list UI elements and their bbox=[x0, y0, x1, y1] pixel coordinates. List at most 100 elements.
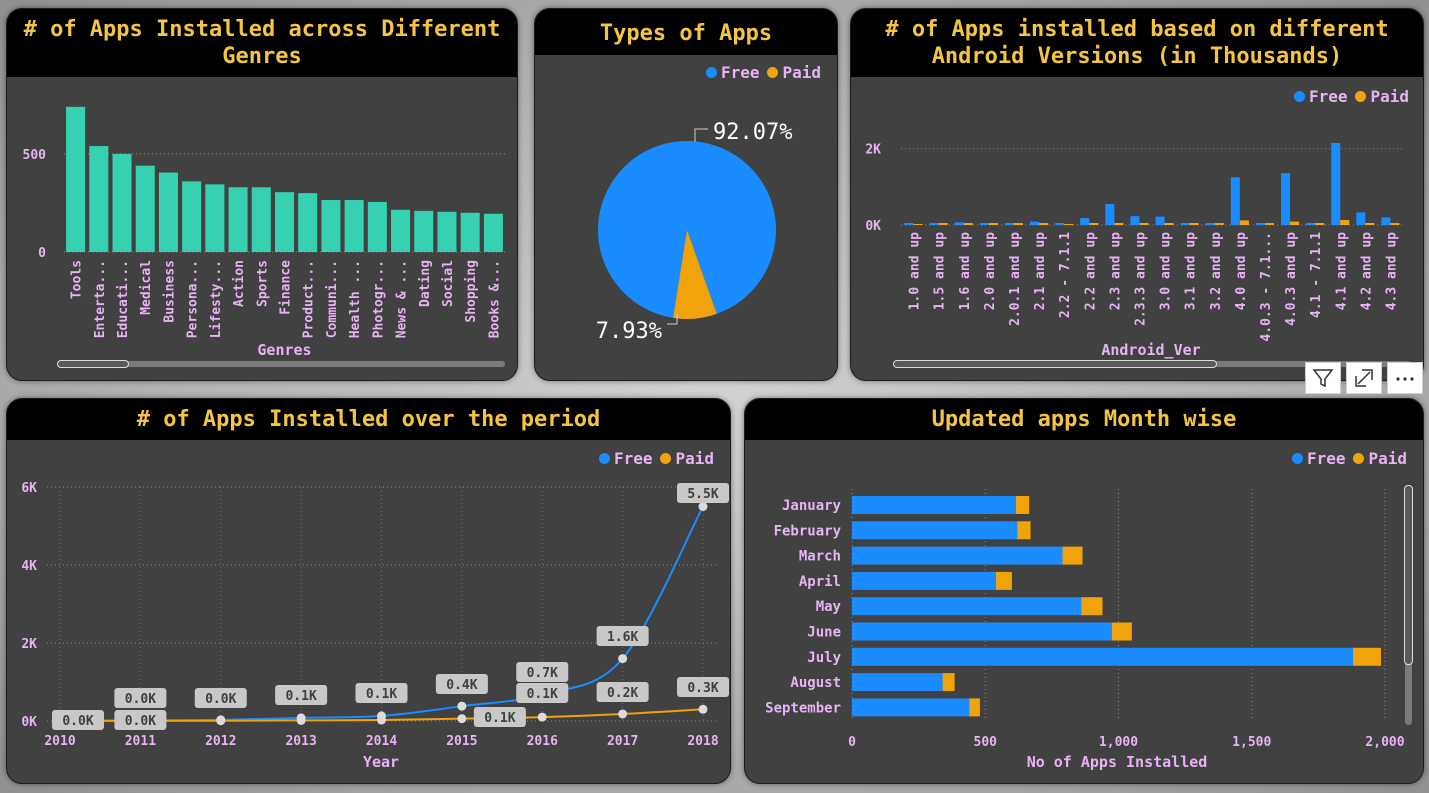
android-bar-free bbox=[1180, 223, 1190, 225]
android-bar-free bbox=[1331, 142, 1341, 225]
x-tick-label: 2.2 and up bbox=[1083, 232, 1098, 310]
data-label-paid: 0.0K bbox=[125, 714, 156, 729]
y-tick-label: 500 bbox=[23, 148, 47, 163]
x-tick-label: 4.2 and up bbox=[1359, 232, 1374, 310]
data-label-paid-box bbox=[596, 682, 649, 702]
pie-label-paid: 7.93% bbox=[596, 319, 662, 344]
android-bar-paid bbox=[1239, 220, 1249, 225]
android-bar-free bbox=[1105, 204, 1115, 225]
more-options-icon bbox=[1396, 377, 1414, 381]
month-bar-paid bbox=[969, 698, 980, 717]
x-tick-label: Lifesty... bbox=[209, 260, 224, 338]
x-tick-label: 2018 bbox=[687, 734, 718, 749]
genre-bar bbox=[66, 106, 86, 252]
types-chart-panel[interactable]: Types of Apps Free Paid 92.07% 7.93% bbox=[534, 8, 838, 381]
x-tick-label: 500 bbox=[974, 735, 998, 750]
genre-bar bbox=[321, 200, 341, 252]
android-bar-free bbox=[1055, 223, 1065, 225]
x-tick-label: Dating bbox=[418, 260, 433, 307]
android-bar-paid bbox=[1315, 223, 1325, 225]
data-label-free-box bbox=[596, 626, 649, 646]
x-tick-label: 2.2 - 7.1.1 bbox=[1058, 232, 1073, 318]
y-tick-label: June bbox=[807, 625, 841, 641]
y-tick-label: 0K bbox=[21, 715, 37, 730]
android-bar-paid bbox=[1064, 224, 1074, 225]
data-label-free: 0.1K bbox=[285, 689, 316, 704]
genre-bar bbox=[437, 211, 457, 252]
data-label-paid-box bbox=[473, 707, 526, 727]
genre-bar bbox=[367, 201, 387, 252]
data-label-free: 0.0K bbox=[125, 692, 156, 707]
paid-dot-icon bbox=[1355, 91, 1367, 102]
android-bar-free bbox=[1306, 223, 1316, 225]
android-bar-free bbox=[1080, 218, 1090, 225]
android-bar-paid bbox=[1139, 223, 1149, 225]
android-bar-paid bbox=[1340, 220, 1350, 225]
data-label-free-box bbox=[516, 662, 569, 682]
legend-item-free[interactable]: Free bbox=[1293, 87, 1348, 106]
android-bar-free bbox=[954, 222, 964, 225]
legend-item-paid[interactable]: Paid bbox=[1353, 449, 1407, 468]
android-bar-chart: 0K 2K 1.0 and up 1.5 and up 1.6 and up 2.0 an… bbox=[865, 142, 1403, 359]
genre-bar bbox=[89, 146, 109, 252]
data-label-paid-box bbox=[516, 683, 569, 703]
point-paid bbox=[537, 712, 547, 722]
free-dot-icon bbox=[705, 67, 717, 78]
legend-item-free[interactable]: Free bbox=[1291, 449, 1346, 468]
legend-item-free[interactable]: Free bbox=[598, 449, 652, 468]
genre-bar bbox=[298, 193, 318, 252]
point-paid bbox=[618, 709, 628, 719]
android-bar-free bbox=[1030, 221, 1040, 225]
monthly-chart-panel[interactable]: Updated apps Month wise Free Paid 0 500 1,… bbox=[744, 398, 1424, 784]
genre-bar bbox=[135, 165, 155, 252]
data-label-free-box bbox=[355, 683, 408, 703]
genres-scroll-thumb[interactable] bbox=[57, 360, 129, 368]
free-dot-icon bbox=[1291, 453, 1303, 464]
genres-horizontal-scrollbar[interactable] bbox=[57, 360, 505, 368]
x-tick-label: Persona... bbox=[186, 260, 201, 338]
legend-item-free[interactable]: Free bbox=[705, 63, 759, 82]
android-scroll-thumb[interactable] bbox=[893, 360, 1217, 368]
legend-label-free: Free bbox=[1306, 449, 1346, 468]
x-tick-label: 1.0 and up bbox=[908, 232, 923, 310]
x-tick-label: 0 bbox=[848, 735, 856, 750]
android-bar-paid bbox=[1264, 223, 1274, 225]
monthly-scroll-thumb[interactable] bbox=[1404, 485, 1413, 665]
more-options-button[interactable] bbox=[1387, 362, 1423, 394]
monthly-vertical-scrollbar[interactable] bbox=[1404, 485, 1413, 725]
android-horizontal-scrollbar[interactable] bbox=[893, 360, 1411, 368]
data-label-free-box bbox=[435, 674, 488, 694]
legend-item-paid[interactable]: Paid bbox=[767, 63, 821, 82]
android-bar-paid bbox=[1189, 223, 1199, 225]
data-label-free-box bbox=[52, 710, 104, 730]
data-label-free: 0.0K bbox=[62, 714, 93, 729]
android-bar-free bbox=[1281, 173, 1291, 225]
filter-button[interactable] bbox=[1305, 362, 1341, 394]
genres-chart-panel[interactable]: # of Apps Installed across Different Gen… bbox=[6, 8, 518, 381]
legend-item-paid[interactable]: Paid bbox=[1355, 87, 1409, 106]
month-bar-paid bbox=[1062, 546, 1083, 565]
legend-item-paid[interactable]: Paid bbox=[660, 449, 714, 468]
y-tick-label: April bbox=[799, 574, 841, 590]
x-tick-label: 2,000 bbox=[1365, 735, 1404, 750]
android-chart-panel[interactable]: # of Apps installed based on different A… bbox=[850, 8, 1424, 381]
focus-mode-icon bbox=[1355, 369, 1373, 387]
point-free bbox=[618, 654, 628, 664]
genre-bar bbox=[205, 184, 225, 252]
legend-label-paid: Paid bbox=[1370, 87, 1409, 106]
legend-label-free: Free bbox=[1308, 87, 1348, 106]
period-chart-panel[interactable]: # of Apps Installed over the period Free… bbox=[6, 398, 731, 784]
focus-mode-button[interactable] bbox=[1346, 362, 1382, 394]
period-line-chart: 0K 2K 4K 6K 2010 2011 2012 2013 2014 2015 2016 2017… bbox=[21, 481, 729, 771]
genre-bar bbox=[251, 187, 271, 252]
legend-label-paid: Paid bbox=[782, 63, 821, 82]
month-bar-paid bbox=[1111, 622, 1132, 641]
x-tick-label: 2010 bbox=[44, 734, 75, 749]
x-tick-label: 1.5 and up bbox=[933, 232, 948, 310]
x-tick-label: Social bbox=[441, 260, 456, 307]
y-tick-label: February bbox=[774, 523, 842, 539]
genre-bar bbox=[460, 212, 480, 252]
x-tick-label: 2016 bbox=[527, 734, 558, 749]
x-tick-label: 2.0.1 and up bbox=[1008, 232, 1023, 326]
month-bar-free bbox=[852, 597, 1082, 616]
